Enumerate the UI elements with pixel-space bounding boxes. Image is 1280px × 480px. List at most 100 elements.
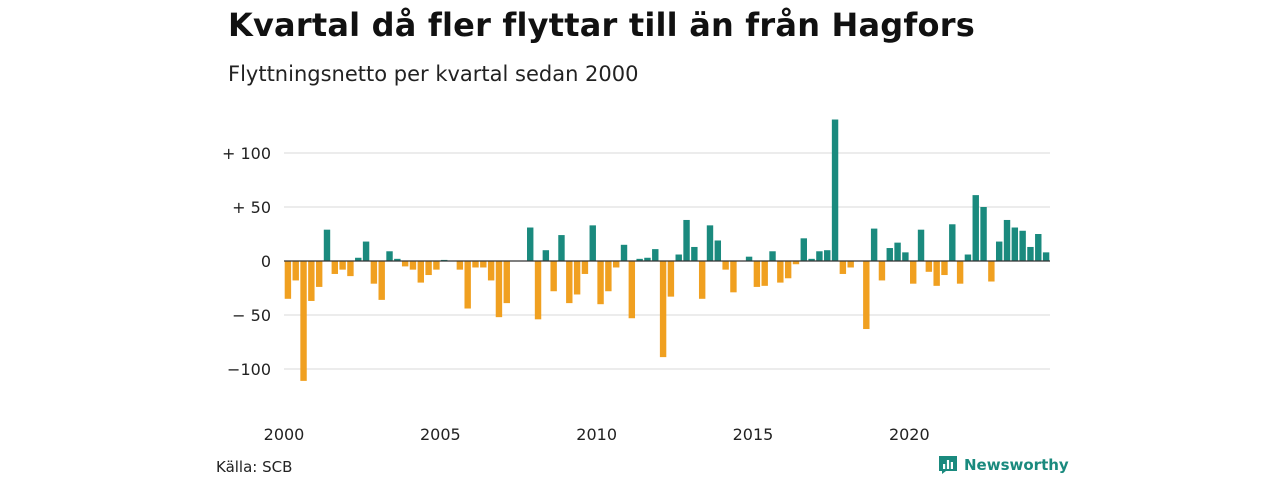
bar: [972, 195, 979, 261]
bar: [409, 261, 417, 270]
bar: [675, 254, 682, 261]
x-tick-label: 2015: [733, 425, 774, 444]
chart-subtitle: Flyttningsnetto per kvartal sedan 2000: [228, 62, 639, 86]
bar: [792, 261, 800, 265]
y-tick-label: + 100: [222, 144, 271, 163]
y-tick-label: 0: [261, 252, 271, 271]
bar: [933, 261, 940, 286]
bar: [558, 235, 565, 261]
bar: [284, 261, 292, 299]
bar: [1003, 219, 1011, 261]
bar: [956, 261, 964, 284]
bar: [769, 251, 776, 261]
grid-lines: [284, 152, 1050, 370]
bar: [605, 261, 612, 292]
bar: [706, 225, 714, 261]
bar: [636, 258, 643, 261]
bar: [417, 261, 424, 283]
bar: [378, 261, 385, 300]
bar: [292, 261, 299, 281]
bar: [308, 261, 315, 301]
x-tick-label: 2005: [420, 425, 461, 444]
bar: [1027, 246, 1034, 261]
bar: [745, 256, 753, 261]
x-tick-label: 2020: [889, 425, 930, 444]
bar: [534, 261, 542, 320]
bar: [941, 261, 948, 276]
y-tick-label: −100: [227, 360, 271, 379]
bar: [542, 250, 550, 261]
bar: [777, 261, 784, 283]
bar: [824, 250, 831, 261]
y-tick-label: − 50: [232, 306, 271, 325]
bar: [886, 248, 893, 261]
source-note: Källa: SCB: [216, 458, 293, 476]
bar: [472, 261, 479, 268]
bar: [988, 261, 995, 282]
bar: [495, 261, 503, 318]
bar: [652, 249, 659, 261]
bar: [831, 119, 839, 262]
bar: [808, 258, 815, 261]
bar: [581, 261, 589, 274]
bar: [753, 261, 761, 287]
bar: [839, 261, 847, 274]
bar: [386, 251, 393, 261]
bar: [503, 261, 510, 304]
bar: [847, 261, 854, 268]
bar: [566, 261, 573, 304]
bars: [284, 119, 1050, 381]
bar: [464, 261, 471, 309]
bar: [331, 261, 339, 274]
bar: [949, 224, 956, 261]
bar: [339, 261, 346, 270]
y-tick-label: + 50: [232, 198, 271, 217]
bar: [761, 261, 768, 286]
bar: [527, 227, 534, 261]
bar: [980, 207, 987, 261]
bar: [730, 261, 737, 293]
bar: [964, 254, 972, 261]
bar: [620, 244, 628, 261]
bar: [480, 261, 487, 268]
x-tick-label: 2000: [264, 425, 305, 444]
chart-title: Kvartal då fler flyttar till än från Hag…: [228, 6, 975, 44]
bar: [683, 219, 690, 261]
bar: [667, 261, 675, 297]
newsworthy-logo-icon: [939, 456, 957, 474]
bar: [644, 257, 651, 261]
newsworthy-logo: Newsworthy: [938, 455, 1069, 475]
bar: [870, 228, 878, 261]
bar-chart: + 100 + 50 0 − 50 −100 2000 2005 2010 2015 2020: [222, 119, 1050, 444]
bar: [659, 261, 667, 358]
bar: [894, 242, 901, 261]
bar: [1011, 227, 1019, 261]
brand-name: Newsworthy: [964, 456, 1069, 474]
bar: [628, 261, 636, 319]
bar: [550, 261, 557, 292]
bar: [816, 251, 823, 261]
bar: [714, 240, 722, 261]
bar: [722, 261, 729, 270]
bar: [917, 229, 925, 261]
bar: [698, 261, 706, 299]
bar: [433, 261, 440, 270]
bar: [573, 261, 581, 295]
x-tick-label: 2010: [576, 425, 617, 444]
bar: [300, 261, 307, 381]
bar: [902, 252, 909, 261]
bar: [597, 261, 604, 305]
bar: [355, 257, 362, 261]
bar: [612, 261, 620, 268]
bar: [910, 261, 917, 284]
bar: [1035, 234, 1042, 261]
bar: [925, 261, 933, 272]
bar: [323, 229, 331, 261]
bar: [1019, 230, 1026, 261]
bar: [456, 261, 464, 270]
bar: [995, 241, 1003, 261]
bar: [394, 258, 401, 261]
bar: [487, 261, 495, 281]
bar: [784, 261, 792, 279]
y-axis-labels: + 100 + 50 0 − 50 −100: [222, 144, 271, 379]
